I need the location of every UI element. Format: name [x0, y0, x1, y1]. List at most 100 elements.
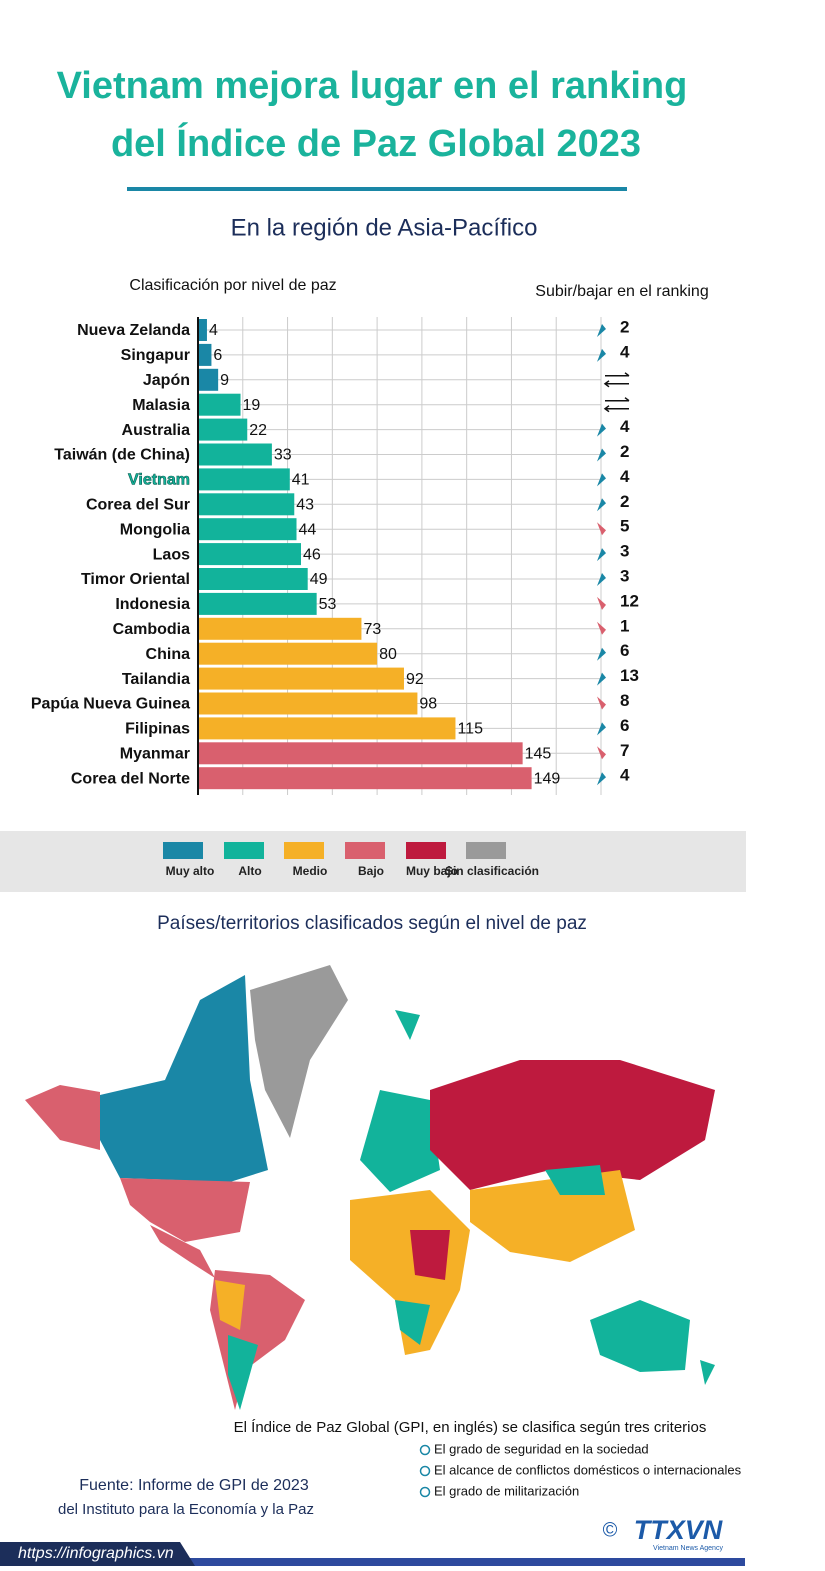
bar — [198, 319, 207, 341]
category-label: Australia — [122, 422, 191, 439]
value-label: 43 — [296, 497, 314, 514]
title: Vietnam mejora lugar en el ranking — [57, 65, 688, 107]
url[interactable]: https://infographics.vn — [18, 1545, 174, 1562]
source: del Instituto para la Economía y la Paz — [58, 1501, 314, 1518]
change-value: 3 — [620, 566, 629, 585]
url-band — [0, 1542, 195, 1566]
change-value: 4 — [620, 417, 630, 436]
change-value: 6 — [620, 716, 629, 735]
bar — [198, 717, 456, 740]
criteria-item: El grado de seguridad en la sociedad — [434, 1441, 649, 1456]
change-value: 2 — [620, 442, 629, 461]
legend-swatch — [345, 842, 385, 859]
axis-header: Clasificación por nivel de paz — [129, 277, 336, 294]
arrow-down — [597, 696, 606, 710]
bar — [198, 692, 418, 715]
value-label: 145 — [525, 746, 552, 763]
copyright: © — [603, 1519, 618, 1541]
value-label: 92 — [406, 671, 424, 688]
arrow-down — [597, 621, 606, 635]
arrow-up — [597, 672, 606, 686]
change-value: 2 — [620, 492, 629, 511]
legend-label: Sin clasificación — [445, 864, 539, 878]
change-value: 4 — [620, 467, 630, 486]
legend-swatch — [406, 842, 446, 859]
bullet — [419, 1465, 431, 1477]
category-label: Laos — [153, 546, 190, 563]
arrow-up — [597, 647, 606, 661]
value-label: 6 — [213, 347, 222, 364]
value-label: 44 — [299, 521, 317, 538]
arrow-up — [597, 348, 606, 362]
change-value: 13 — [620, 666, 639, 685]
bar — [198, 667, 404, 690]
criteria-intro: El Índice de Paz Global (GPI, en inglés)… — [234, 1419, 707, 1436]
arrow-same — [603, 372, 630, 388]
change-value: 7 — [620, 741, 629, 760]
bar — [198, 368, 219, 391]
logo: TTXVN — [634, 1515, 723, 1545]
bar — [198, 742, 523, 765]
legend-label: Muy bajo — [406, 864, 458, 878]
arrow-up — [597, 423, 606, 437]
arrow-same — [603, 397, 630, 413]
value-label: 46 — [303, 546, 321, 563]
change-value: 12 — [620, 591, 639, 610]
value-label: 22 — [249, 422, 267, 439]
bar — [198, 568, 308, 590]
value-label: 49 — [310, 571, 328, 588]
bar — [198, 468, 290, 491]
arrow-up — [597, 448, 606, 462]
criteria-item: El alcance de conflictos domésticos o in… — [434, 1462, 742, 1477]
category-label: Papúa Nueva Guinea — [31, 696, 190, 713]
title: del Índice de Paz Global 2023 — [111, 121, 641, 165]
bar — [198, 443, 272, 466]
bar — [198, 518, 297, 541]
bar — [198, 343, 212, 366]
bullet — [419, 1486, 431, 1498]
agency: Vietnam News Agency — [653, 1545, 723, 1552]
category-label: Nueva Zelanda — [77, 322, 190, 339]
divider — [127, 187, 627, 191]
legend-swatch — [224, 842, 264, 859]
change-value: 5 — [620, 517, 629, 536]
legend-label: Muy alto — [166, 864, 215, 878]
footer-line — [0, 1558, 745, 1566]
arrow-up — [597, 498, 606, 512]
arrow-down — [597, 746, 606, 760]
category-label: Malasia — [132, 397, 190, 414]
category-label: Corea del Sur — [86, 497, 190, 514]
world-map — [25, 965, 715, 1410]
legend-label: Alto — [238, 864, 261, 878]
bar — [198, 543, 301, 566]
arrow-up — [597, 548, 606, 562]
criteria-item: El grado de militarización — [434, 1483, 579, 1498]
category-label: Corea del Norte — [71, 770, 190, 787]
value-label: 4 — [209, 322, 218, 339]
criteria-list: El grado de seguridad en la sociedad El a… — [419, 1441, 742, 1498]
change-value: 3 — [620, 542, 629, 561]
subtitle: En la región de Asia-Pacífico — [231, 214, 538, 241]
legend-swatch — [163, 842, 203, 859]
value-label: 80 — [379, 646, 397, 663]
arrow-up — [597, 772, 606, 786]
value-label: 41 — [292, 472, 310, 489]
legend-label: Medio — [293, 864, 328, 878]
value-label: 115 — [457, 721, 483, 738]
category-label: Mongolia — [120, 521, 190, 538]
value-label: 149 — [534, 770, 561, 787]
map-title: Países/territorios clasificados según el… — [157, 913, 587, 934]
category-label: Myanmar — [120, 746, 190, 763]
bar — [198, 617, 362, 640]
value-label: 53 — [319, 596, 337, 613]
category-label: Timor Oriental — [81, 571, 190, 588]
bullet — [419, 1444, 431, 1456]
source: Fuente: Informe de GPI de 2023 — [79, 1477, 309, 1494]
bar — [198, 767, 532, 790]
value-label: 98 — [419, 696, 437, 713]
category-label: China — [146, 646, 191, 663]
arrow-up — [597, 573, 606, 586]
legend-swatch — [466, 842, 506, 859]
bar — [198, 418, 248, 441]
